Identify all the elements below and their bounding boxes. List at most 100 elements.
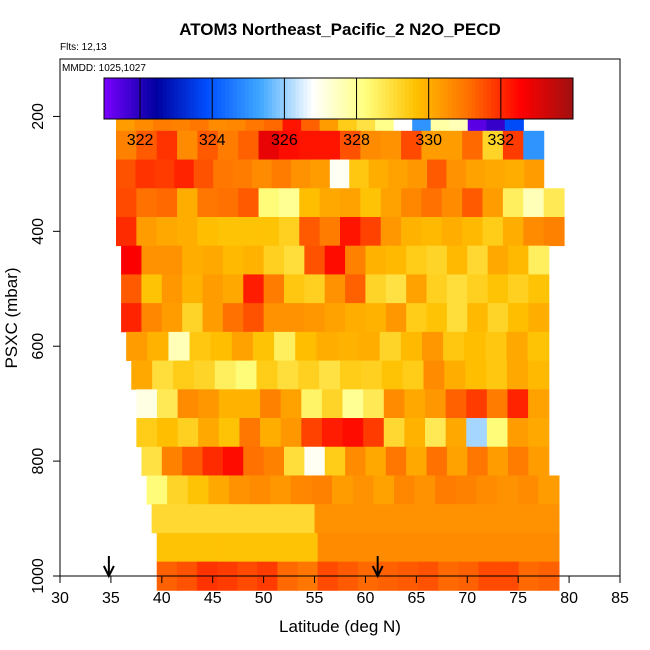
heatmap-cell-r5-c19 <box>508 245 529 275</box>
heatmap-cell-r8-c18 <box>506 331 529 361</box>
heatmap-cell-r1-c19 <box>502 130 524 160</box>
heatmap-cell-r5-c16 <box>446 245 468 275</box>
colorbar-swatch-113 <box>545 78 551 119</box>
heatmap-cell-r9-c15 <box>444 360 466 390</box>
heatmap-cell-r10-c12 <box>383 389 405 419</box>
heatmap-cell-r3-c17 <box>462 188 484 218</box>
heatmap-cell-r7-c4 <box>202 303 224 333</box>
colorbar-swatch-10 <box>143 78 148 119</box>
heatmap-cell-r1-c14 <box>401 130 423 160</box>
heatmap-cell-r1-c4 <box>197 130 219 160</box>
heatmap-cell-r6-c12 <box>365 274 387 304</box>
heatmap-cell-r10-c16 <box>466 389 488 419</box>
heatmap-cell-r11-c15 <box>445 418 467 448</box>
y-axis-label: PSXC (mbar) <box>2 267 21 368</box>
heatmap-cell-r5-c1 <box>141 245 163 275</box>
heatmap-cell-r2-c9 <box>290 159 311 189</box>
colorbar-swatch-35 <box>240 78 246 119</box>
colorbar-swatch-107 <box>522 78 527 119</box>
heatmap-cell-r3-c6 <box>238 188 260 218</box>
colorbar-swatch-102 <box>502 78 508 119</box>
colorbar-swatch-115 <box>553 78 558 119</box>
heatmap-cell-r12-c6 <box>263 446 285 476</box>
colorbar-swatch-69 <box>373 78 379 119</box>
heatmap-cell-r13-c18 <box>517 475 539 505</box>
heatmap-cell-r2-c18 <box>465 159 486 189</box>
colorbar-swatch-16 <box>166 78 171 119</box>
heatmap-cell-r8-c19 <box>527 331 550 361</box>
colorbar-swatch-97 <box>483 78 488 119</box>
heatmap-cell-r6-c16 <box>446 274 468 304</box>
heatmap-cell-r6-c10 <box>324 274 346 304</box>
heatmap-cell-r5-c6 <box>243 245 265 275</box>
heatmap-cell-r1-c13 <box>380 130 402 160</box>
heatmap-cell-r1-c10 <box>319 130 341 160</box>
heatmap-cell-r7-c7 <box>263 303 285 333</box>
chart-title: ATOM3 Northeast_Pacific_2 N2O_PECD <box>179 20 501 39</box>
heatmap-cell-r15-c11 <box>377 532 399 563</box>
colorbar-swatch-53 <box>311 78 316 119</box>
heatmap-cell-r3-c4 <box>197 188 219 218</box>
colorbar-swatch-25 <box>201 78 207 119</box>
heatmap-cell-r7-c3 <box>182 303 204 333</box>
heatmap-cell-r7-c5 <box>222 303 244 333</box>
heatmap-cell-r13-c19 <box>538 475 560 505</box>
colorbar-swatch-117 <box>561 78 566 119</box>
colorbar-swatch-43 <box>272 78 277 119</box>
heatmap-cell-r13-c14 <box>435 475 457 505</box>
x-tick-label-0: 30 <box>51 590 69 607</box>
heatmap-cell-r8-c15 <box>443 331 465 361</box>
colorbar-tick-label-3: 328 <box>343 132 370 149</box>
heatmap-cell-r11-c7 <box>280 418 302 448</box>
heatmap-cell-r1-c8 <box>278 130 300 160</box>
heatmap-cell-r10-c8 <box>301 389 323 419</box>
heatmap-cell-r1-c6 <box>238 130 260 160</box>
heatmap-cell-r13-c11 <box>373 475 395 505</box>
heatmap-cell-r1-c7 <box>258 130 280 160</box>
colorbar-swatch-6 <box>127 78 132 119</box>
heatmap-cell-r8-c13 <box>400 331 423 361</box>
heatmap-cell-r7-c0 <box>121 303 143 333</box>
colorbar-swatch-88 <box>447 78 453 119</box>
colorbar-swatch-22 <box>189 78 195 119</box>
heatmap-cell-r8-c1 <box>147 331 170 361</box>
heatmap-cell-r15-c19 <box>538 532 560 563</box>
heatmap-cell-r3-c0 <box>116 188 137 218</box>
heatmap-cell-r4-c20 <box>523 216 545 247</box>
down-arrow-icon-0 <box>102 556 115 579</box>
heatmap-cell-r9-c0 <box>131 360 153 390</box>
heatmap-cell-r2-c5 <box>213 159 234 189</box>
heatmap-cell-r4-c14 <box>401 216 423 247</box>
colorbar-swatch-61 <box>342 78 347 119</box>
heatmap-cell-r14-c16 <box>477 504 499 534</box>
heatmap-cell-r7-c15 <box>426 303 448 333</box>
x-tick-label-6: 60 <box>357 590 375 607</box>
heatmap-cell-r1-c5 <box>217 130 239 160</box>
heatmap-cell-r6-c3 <box>182 274 204 304</box>
colorbar-swatch-55 <box>318 78 324 119</box>
colorbar-swatch-59 <box>334 78 339 119</box>
colorbar-swatch-99 <box>490 78 496 119</box>
colorbar-swatch-13 <box>154 78 160 119</box>
heatmap-cell-r12-c0 <box>141 446 163 476</box>
heatmap-cell-r14-c10 <box>355 504 377 534</box>
heatmap-cells <box>116 102 565 591</box>
heatmap-cell-r13-c3 <box>208 475 230 505</box>
heatmap-cell-r2-c13 <box>368 159 389 189</box>
colorbar-swatch-42 <box>268 78 273 119</box>
heatmap-cell-r1-c2 <box>156 130 178 160</box>
colorbar-swatch-46 <box>283 78 289 119</box>
colorbar-swatch-80 <box>416 78 422 119</box>
heatmap-cell-r10-c5 <box>239 389 261 419</box>
heatmap-cell-r4-c2 <box>156 216 178 247</box>
heatmap-cell-r11-c8 <box>301 418 323 448</box>
heatmap-cell-r6-c0 <box>121 274 143 304</box>
heatmap-cell-r13-c2 <box>187 475 209 505</box>
heatmap-cell-r4-c16 <box>441 216 463 247</box>
heatmap-cell-r14-c5 <box>253 504 275 534</box>
heatmap-cell-r4-c21 <box>543 216 565 247</box>
heatmap-cell-r2-c6 <box>232 159 253 189</box>
colorbar-tick-label-0: 322 <box>127 132 154 149</box>
colorbar-swatch-100 <box>494 78 500 119</box>
heatmap-cell-r15-c17 <box>498 532 520 563</box>
